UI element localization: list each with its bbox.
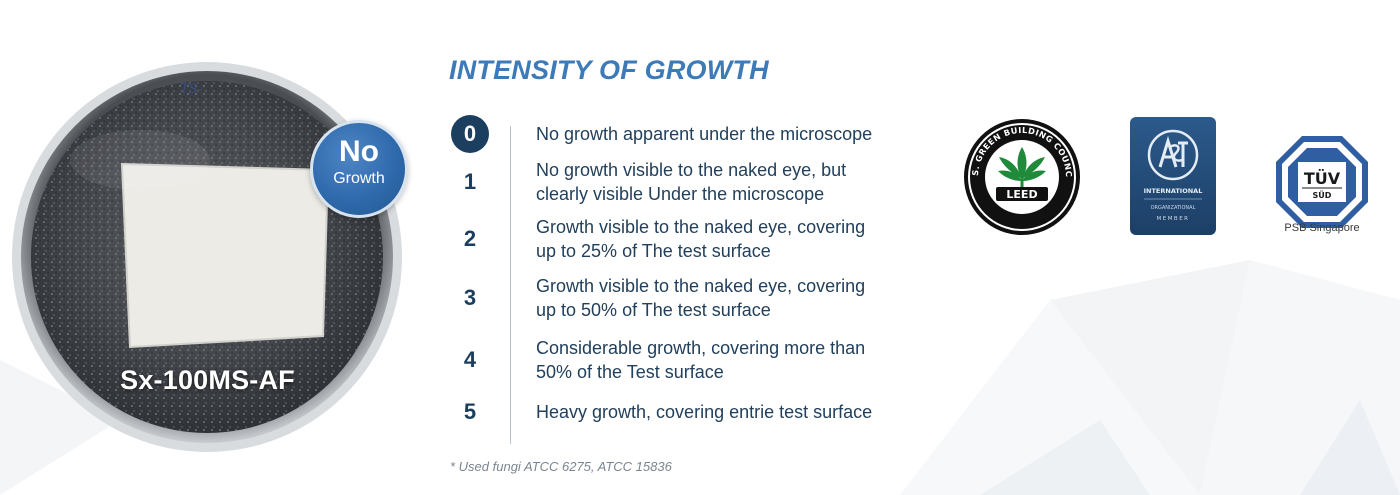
rating-description: No growth apparent under the microscope: [536, 124, 873, 144]
rating-number-active: 0: [451, 115, 489, 153]
badge-line-1: No: [339, 135, 379, 168]
astm-line-2: ORGANIZATIONAL: [1151, 205, 1196, 211]
tuv-octagon-icon: TÜV SÜD: [1276, 136, 1368, 228]
rating-description: Growth visible to the naked eye, coverin…: [536, 217, 866, 261]
tuv-line-2: SÜD: [1313, 190, 1332, 200]
scale-row: 0 No growth apparent under the microscop…: [446, 114, 966, 154]
astm-line-1: INTERNATIONAL: [1144, 187, 1203, 195]
rating-number: 3: [463, 285, 477, 310]
tuv-caption: PSB Singapore: [1284, 222, 1360, 234]
tuv-line-1: TÜV: [1304, 169, 1341, 188]
scale-row: 5 Heavy growth, covering entrie test sur…: [446, 392, 966, 432]
sample-scribble: TS-: [179, 81, 203, 98]
scale-row: 1 No growth visible to the naked eye, bu…: [446, 154, 966, 210]
leed-leaf-icon: U.S. GREEN BUILDING COUNCIL LEED USGBC: [962, 117, 1080, 235]
rating-description: Growth visible to the naked eye, coverin…: [536, 276, 866, 320]
scale-row: 2 Growth visible to the naked eye, cover…: [446, 210, 966, 268]
astm-logo-icon: INTERNATIONAL ORGANIZATIONAL MEMBER: [1130, 117, 1216, 235]
page-title: INTENSITY OF GROWTH: [449, 55, 769, 85]
scale-row: 3 Growth visible to the naked eye, cover…: [446, 268, 966, 328]
rating-number: 5: [463, 399, 477, 424]
astm-line-3: MEMBER: [1156, 216, 1189, 222]
rating-number: 4: [463, 347, 477, 372]
rating-description: No growth visible to the naked eye, but c…: [536, 160, 847, 204]
petri-dish-image: [12, 62, 402, 452]
rating-description: Considerable growth, covering more than 5…: [536, 338, 866, 382]
sample-label: Sx-100MS-AF: [120, 365, 295, 395]
scale-divider: [510, 126, 511, 444]
rating-number: 1: [463, 169, 477, 194]
badge-line-2: Growth: [333, 170, 385, 187]
growth-scale-list: 0 No growth apparent under the microscop…: [446, 114, 966, 444]
scale-row: 4 Considerable growth, covering more tha…: [446, 328, 966, 392]
fungi-footnote: * Used fungi ATCC 6275, ATCC 15836: [450, 459, 672, 474]
leed-line-2: USGBC: [1007, 204, 1038, 213]
petri-dish-photo: TS- Sx-100MS-AF No Growth: [10, 60, 408, 455]
rating-number: 2: [463, 226, 477, 251]
no-growth-badge: No Growth: [310, 120, 408, 218]
rating-description: Heavy growth, covering entrie test surfa…: [536, 402, 873, 422]
leed-line-1: LEED: [1006, 188, 1037, 201]
